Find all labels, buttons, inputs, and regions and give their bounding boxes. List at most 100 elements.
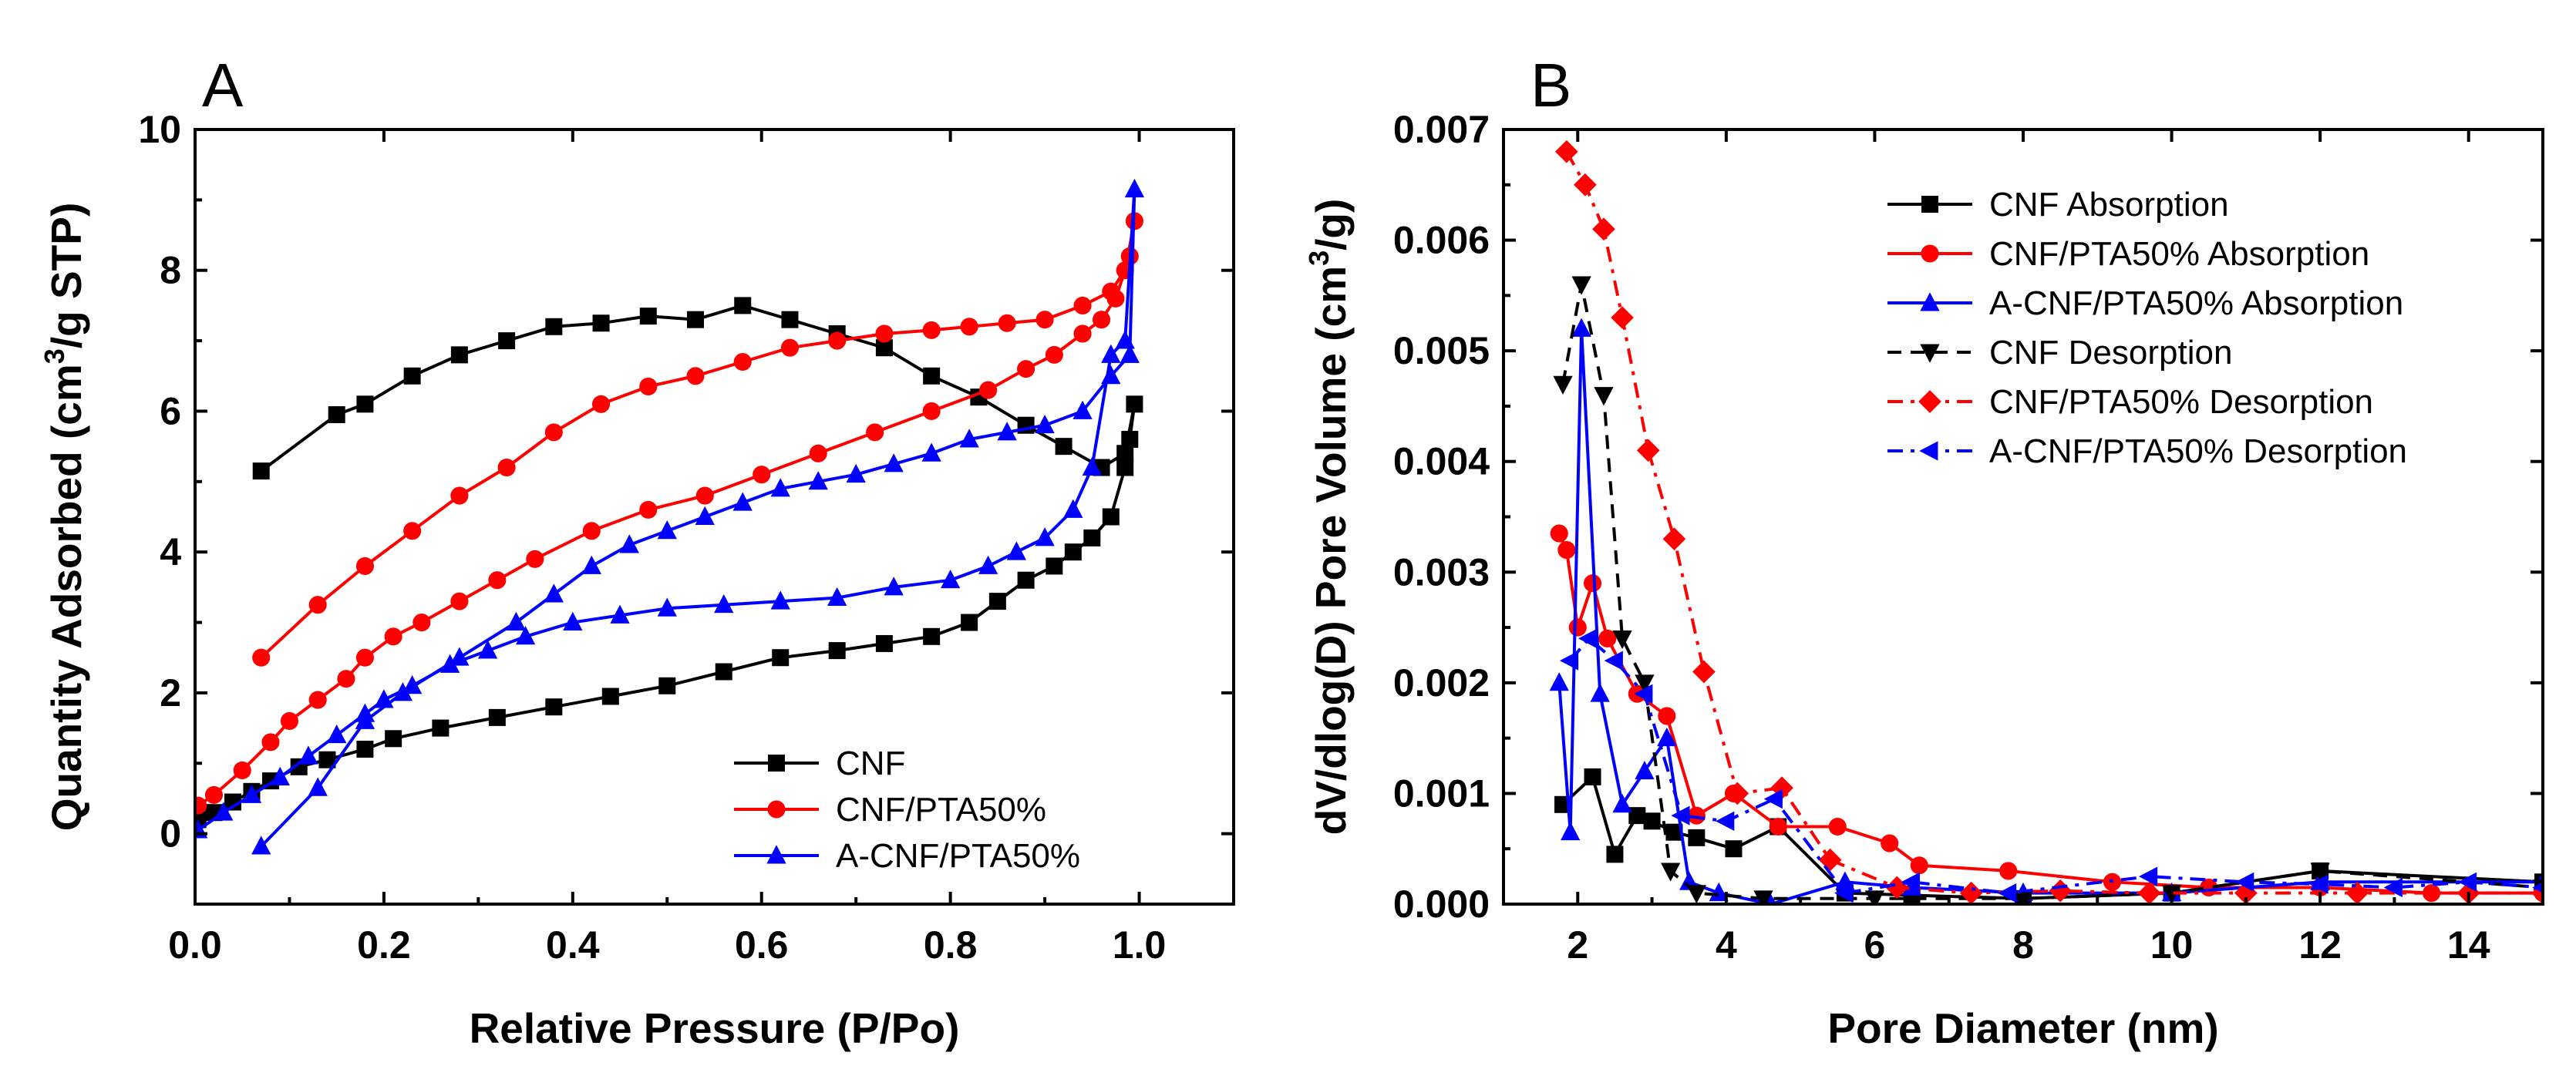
- legend-item-cnf: CNF: [734, 745, 905, 782]
- panel-b-chart: B 2 4 6 8 10 12 14 0.000 0.001 0.002 0.003 0.004 0.00…: [1303, 51, 2544, 1052]
- data-point: [1959, 881, 1983, 904]
- legend: CNF Absorption CNF/PTA50% Absorption A-CNF…: [1887, 186, 2407, 470]
- legend-label: CNF/PTA50% Absorption: [1989, 235, 2369, 273]
- data-point: [875, 634, 893, 652]
- data-point: [204, 785, 224, 804]
- data-point: [1093, 311, 1111, 329]
- data-point: [1115, 330, 1135, 349]
- data-point: [959, 429, 979, 448]
- data-point: [1064, 543, 1082, 561]
- data-point: [1765, 893, 1776, 904]
- x-tick-label: 2: [1567, 923, 1588, 967]
- data-point: [488, 571, 507, 590]
- legend-item-a-cnf-pta50-desorption: A-CNF/PTA50% Desorption: [1887, 432, 2407, 470]
- data-point: [1124, 178, 1145, 198]
- data-point: [1763, 789, 1783, 809]
- data-point: [809, 444, 827, 462]
- data-point: [1017, 360, 1035, 378]
- data-point: [318, 751, 336, 768]
- legend-item-cnf-desorption: CNF Desorption: [1887, 334, 2232, 372]
- data-point: [526, 550, 544, 568]
- data-point: [450, 346, 468, 364]
- data-point: [251, 836, 271, 855]
- data-point: [308, 777, 328, 796]
- data-point: [1598, 629, 1617, 647]
- data-point: [1662, 527, 1686, 551]
- legend-item-cnf-pta50-desorption: CNF/PTA50% Desorption: [1887, 383, 2373, 421]
- series-line-cnf-pta50-absorption: [1557, 533, 2543, 895]
- data-point: [544, 423, 563, 442]
- data-point: [1557, 541, 1576, 560]
- data-point: [1753, 890, 1773, 904]
- data-point: [1055, 438, 1072, 456]
- data-point: [1769, 817, 1787, 836]
- legend-marker: [1920, 344, 1940, 363]
- data-point: [961, 614, 978, 631]
- data-point: [875, 339, 893, 357]
- data-point: [828, 331, 847, 350]
- x-axis-label: Relative Pressure (P/Po): [470, 1004, 960, 1052]
- data-point: [1083, 529, 1101, 546]
- x-tick-label: 12: [2298, 923, 2342, 967]
- data-point: [998, 314, 1016, 332]
- series-cnf: [195, 297, 1143, 829]
- data-point: [1709, 882, 1729, 902]
- legend-marker: [1921, 244, 1939, 263]
- data-point: [2383, 877, 2403, 898]
- data-point: [1101, 344, 1121, 363]
- data-point: [195, 796, 207, 815]
- data-point: [1046, 557, 1063, 575]
- data-point: [1828, 817, 1847, 836]
- data-point: [450, 486, 469, 505]
- y-axis-label: Quantity Adsorbed (cm3/g STP): [39, 203, 90, 832]
- data-point: [1999, 862, 2018, 880]
- data-point: [241, 784, 262, 803]
- data-point: [270, 766, 290, 785]
- series-line-cnf-pta50: [197, 219, 1136, 807]
- data-point: [639, 500, 658, 519]
- data-point: [2235, 872, 2254, 892]
- data-point: [1688, 829, 1706, 846]
- data-point: [997, 422, 1017, 441]
- data-point: [1725, 840, 1743, 858]
- y-tick-label: 0: [160, 812, 181, 856]
- data-point: [477, 640, 498, 659]
- data-point: [978, 555, 998, 574]
- legend-marker: [766, 845, 786, 864]
- data-point: [1568, 618, 1587, 637]
- data-point: [1635, 760, 1655, 780]
- data-point: [1671, 805, 1690, 825]
- data-point: [1687, 806, 1706, 825]
- data-point: [1635, 674, 1655, 694]
- data-point: [1578, 628, 1598, 649]
- data-point: [734, 297, 752, 314]
- y-tick-label: 0.002: [1393, 661, 1490, 704]
- data-point: [770, 478, 790, 497]
- data-point: [1657, 727, 1677, 747]
- legend-marker: [1920, 292, 1940, 311]
- data-point: [2457, 872, 2477, 892]
- data-point: [1594, 387, 1614, 406]
- data-point: [214, 802, 234, 821]
- x-tick-label: 0.4: [546, 923, 600, 967]
- data-point: [1121, 431, 1139, 448]
- data-point: [1583, 574, 1602, 593]
- data-point: [1035, 414, 1055, 434]
- legend-item-cnf-pta50: CNF/PTA50%: [734, 791, 1046, 829]
- data-point: [1643, 812, 1661, 830]
- data-point: [403, 367, 421, 385]
- legend-item-a-cnf-pta50-absorption: A-CNF/PTA50% Absorption: [1887, 284, 2403, 322]
- legend-label: CNF/PTA50%: [836, 791, 1046, 829]
- x-tick-label: 0.6: [735, 923, 789, 967]
- data-point: [1073, 324, 1092, 343]
- data-point: [657, 597, 677, 617]
- data-point: [1612, 794, 1632, 813]
- data-point: [1770, 776, 1793, 800]
- data-point: [280, 711, 299, 731]
- legend-item-cnf-pta50-absorption: CNF/PTA50% Absorption: [1887, 235, 2369, 273]
- data-point: [922, 321, 941, 339]
- data-point: [1035, 527, 1055, 546]
- data-point: [1611, 306, 1634, 329]
- y-tick-label: 0.005: [1393, 329, 1490, 372]
